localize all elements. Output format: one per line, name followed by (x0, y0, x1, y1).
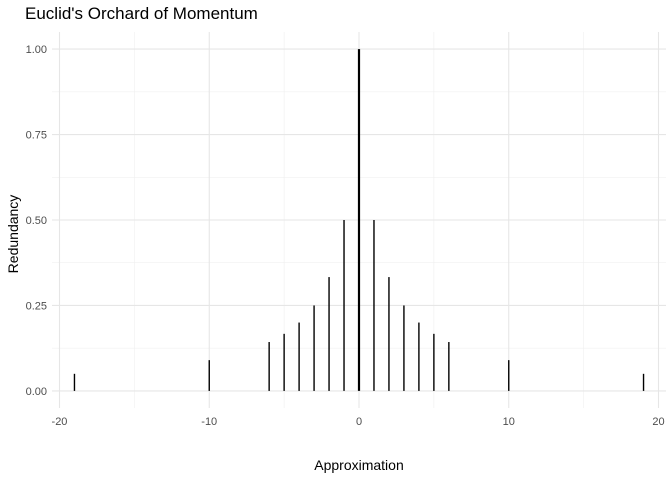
x-tick-label: -20 (52, 416, 68, 428)
bars (73, 49, 645, 391)
x-tick-label: 0 (356, 416, 362, 428)
x-tick-label: 10 (503, 416, 515, 428)
y-tick-label: 0.00 (26, 386, 47, 398)
y-tick-labels: 0.00 0.25 0.50 0.75 1.00 (26, 44, 47, 398)
y-axis-label: Redundancy (5, 195, 21, 274)
x-axis-label: Approximation (314, 457, 404, 473)
chart-title: Euclid's Orchard of Momentum (25, 4, 258, 23)
y-tick-label: 1.00 (26, 44, 47, 56)
x-tick-label: -10 (201, 416, 217, 428)
x-tick-labels: -20 -10 0 10 20 (52, 416, 665, 428)
y-tick-label: 0.75 (26, 130, 47, 142)
x-tick-label: 20 (652, 416, 664, 428)
y-tick-label: 0.25 (26, 300, 47, 312)
y-tick-label: 0.50 (26, 215, 47, 227)
